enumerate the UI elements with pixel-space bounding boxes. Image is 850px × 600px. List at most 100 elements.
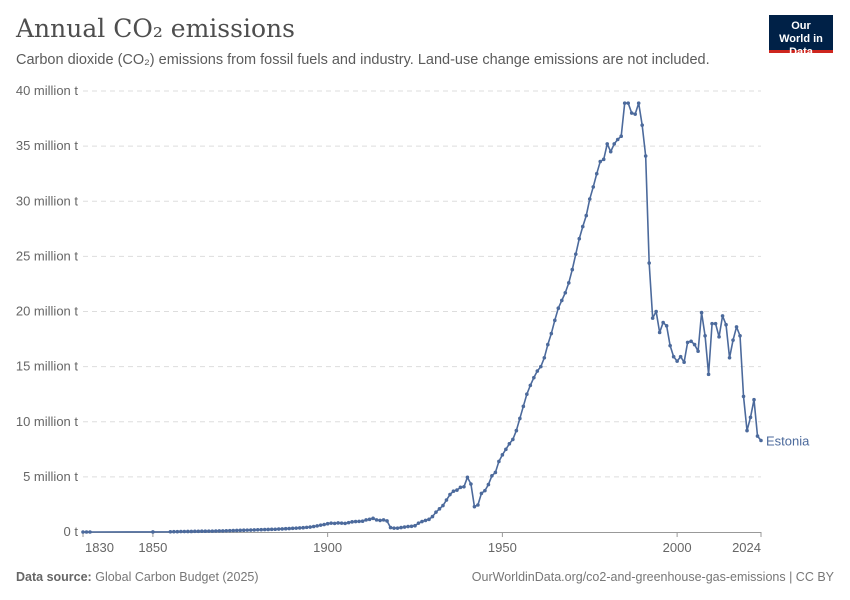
- data-point: [441, 503, 445, 508]
- data-point: [297, 526, 302, 530]
- data-point: [427, 517, 431, 522]
- data-point: [710, 321, 714, 326]
- data-point: [395, 526, 400, 530]
- data-point: [497, 459, 501, 464]
- data-point: [413, 523, 417, 528]
- data-point: [636, 101, 641, 105]
- footer-url[interactable]: OurWorldinData.org/co2-and-greenhouse-ga…: [471, 570, 834, 584]
- data-point: [301, 525, 305, 530]
- data-point: [580, 224, 585, 229]
- data-point: [210, 529, 215, 533]
- data-point: [234, 528, 239, 533]
- data-point: [336, 521, 340, 525]
- data-point: [577, 236, 582, 241]
- data-point: [486, 482, 491, 487]
- data-point: [566, 281, 571, 285]
- data-point: [276, 527, 281, 531]
- data-point: [633, 112, 637, 116]
- data-point: [594, 171, 599, 176]
- data-point: [682, 360, 686, 365]
- data-point: [717, 335, 721, 339]
- data-point: [364, 518, 368, 522]
- data-point: [664, 324, 669, 328]
- data-point: [539, 364, 543, 369]
- data-point: [573, 252, 578, 256]
- data-point: [476, 503, 480, 507]
- data-point: [500, 453, 505, 457]
- data-point: [385, 519, 389, 523]
- data-point: [675, 359, 679, 363]
- data-point: [535, 369, 540, 373]
- data-point: [294, 526, 298, 530]
- data-point: [563, 290, 568, 295]
- data-point: [217, 529, 222, 533]
- data-point: [406, 524, 410, 529]
- data-point: [238, 528, 243, 533]
- data-point: [207, 529, 211, 533]
- data-point: [402, 525, 407, 529]
- data-point: [661, 320, 665, 325]
- data-point: [315, 524, 319, 528]
- data-point: [252, 528, 257, 532]
- data-point: [329, 521, 333, 525]
- data-point: [738, 333, 742, 338]
- data-source-link[interactable]: Global Carbon Budget (2025): [95, 570, 259, 584]
- data-point: [168, 529, 173, 534]
- data-point: [175, 529, 180, 534]
- data-point: [685, 340, 690, 345]
- data-point: [479, 491, 484, 496]
- data-point: [227, 528, 232, 533]
- y-tick-label: 25 million t: [16, 248, 79, 263]
- data-point: [290, 526, 295, 531]
- data-point: [322, 522, 326, 527]
- data-point: [409, 524, 414, 529]
- data-point: [420, 519, 424, 524]
- data-source: Data source: Global Carbon Budget (2025): [16, 570, 259, 584]
- data-point: [598, 159, 603, 164]
- data-point: [752, 397, 756, 402]
- data-point: [584, 213, 589, 218]
- data-point: [325, 521, 330, 526]
- data-point: [241, 528, 246, 533]
- data-point: [703, 333, 707, 338]
- data-point: [734, 325, 739, 329]
- data-point: [748, 415, 753, 420]
- data-point: [706, 372, 711, 377]
- data-point: [570, 267, 575, 272]
- data-point: [437, 507, 442, 511]
- data-point: [605, 142, 610, 146]
- data-point: [189, 529, 194, 534]
- data-point: [643, 154, 648, 158]
- data-point: [699, 310, 704, 315]
- data-point: [343, 521, 347, 526]
- data-point: [759, 438, 763, 443]
- data-point: [332, 521, 337, 526]
- data-point: [430, 514, 435, 519]
- data-point: [367, 517, 372, 522]
- data-point: [273, 527, 278, 532]
- data-point: [546, 342, 550, 347]
- data-point: [629, 111, 634, 115]
- data-point: [521, 404, 526, 409]
- data-point: [511, 437, 515, 442]
- data-point: [84, 530, 89, 534]
- y-tick-label: 40 million t: [16, 83, 79, 98]
- data-point: [542, 356, 547, 360]
- data-point: [713, 321, 718, 326]
- logo-text: Our World in Data: [779, 20, 823, 58]
- data-point: [549, 331, 554, 336]
- y-tick-label: 30 million t: [16, 193, 79, 208]
- data-point: [269, 527, 274, 532]
- data-point: [692, 342, 697, 347]
- data-point: [448, 492, 452, 497]
- data-point: [556, 306, 561, 310]
- data-point: [280, 527, 285, 531]
- data-point: [640, 123, 644, 127]
- data-point: [755, 434, 760, 438]
- owid-logo[interactable]: Our World in Data: [769, 15, 833, 58]
- data-point: [525, 392, 529, 396]
- data-point: [601, 157, 606, 162]
- data-point: [657, 330, 662, 335]
